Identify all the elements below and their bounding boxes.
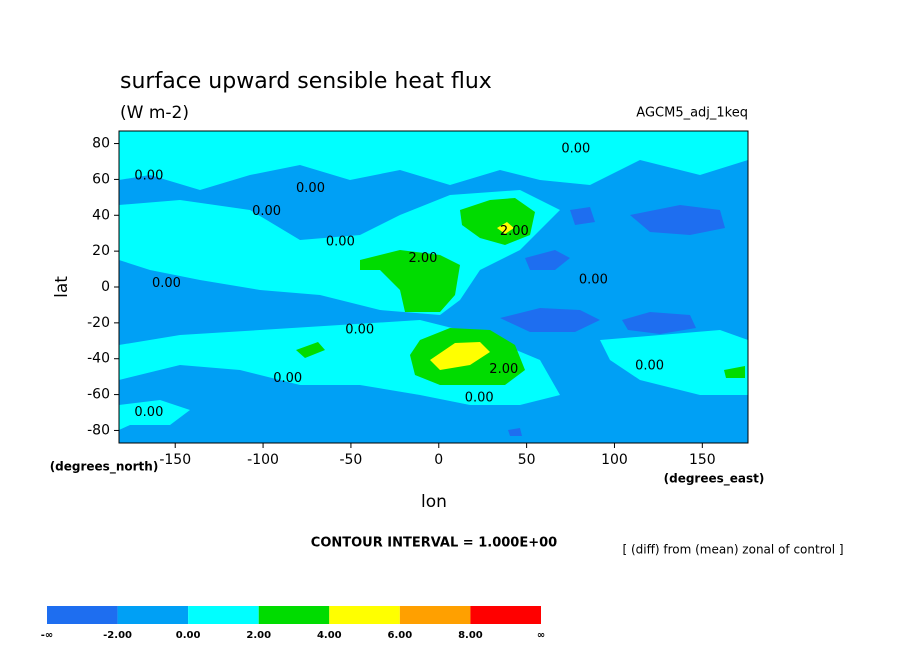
run-label: AGCM5_adj_1keq xyxy=(636,106,748,121)
contour-label: 0.00 xyxy=(273,371,302,386)
colorbar-box xyxy=(47,606,118,624)
contour-label: 0.00 xyxy=(152,276,181,291)
x-tick-label: -100 xyxy=(247,452,279,468)
contour-label: 0.00 xyxy=(134,168,163,183)
colorbar-label: 6.00 xyxy=(388,630,413,641)
y-tick-label: -60 xyxy=(87,387,110,403)
contour-label: 0.00 xyxy=(296,181,325,196)
note: [ (diff) from (mean) zonal of control ] xyxy=(622,543,843,557)
x-tick-label: 50 xyxy=(518,452,536,468)
contour-label: 2.00 xyxy=(408,251,437,266)
y-tick-label: -20 xyxy=(87,315,110,331)
y-axis-label: lat xyxy=(52,276,72,298)
contour-label: 0.00 xyxy=(465,391,494,406)
x-tick-label: 150 xyxy=(689,452,716,468)
contour-label: 0.00 xyxy=(635,358,664,373)
colorbar-label: -∞ xyxy=(41,630,53,641)
contour-interval: CONTOUR INTERVAL = 1.000E+00 xyxy=(311,536,557,551)
x-tick-label: 0 xyxy=(434,452,443,468)
chart-subtitle: (W m-2) xyxy=(120,103,189,123)
contour-field xyxy=(119,131,748,443)
contour-label: 2.00 xyxy=(500,224,529,239)
y-unit: (degrees_north) xyxy=(50,460,159,475)
y-tick-label: 20 xyxy=(92,243,110,259)
contour-label: 0.00 xyxy=(326,235,355,250)
x-axis-label: lon xyxy=(421,492,447,512)
colorbar-box xyxy=(258,606,330,624)
y-tick-label: 0 xyxy=(101,279,110,295)
x-unit: (degrees_east) xyxy=(664,472,765,487)
y-tick-label: 80 xyxy=(92,136,110,152)
colorbar-label: -2.00 xyxy=(103,630,132,641)
contour-label: 0.00 xyxy=(252,204,281,219)
colorbar-label: 0.00 xyxy=(176,630,201,641)
colorbar-box xyxy=(399,606,471,624)
contour-label: 2.00 xyxy=(489,362,518,377)
chart-title: surface upward sensible heat flux xyxy=(120,69,492,94)
colorbar-box xyxy=(117,606,189,624)
colorbar-label: 4.00 xyxy=(317,630,342,641)
colorbar-label: 2.00 xyxy=(246,630,271,641)
x-tick-label: -50 xyxy=(339,452,362,468)
contour-label: 0.00 xyxy=(134,405,163,420)
x-tick-label: 100 xyxy=(601,452,628,468)
y-tick-label: -80 xyxy=(87,422,110,438)
contour-label: 0.00 xyxy=(345,323,374,338)
colorbar-label: 8.00 xyxy=(458,630,483,641)
contour-label: 0.00 xyxy=(579,272,608,287)
y-tick-label: 60 xyxy=(92,171,110,187)
colorbar-label: ∞ xyxy=(537,630,545,641)
colorbar-box xyxy=(470,606,541,624)
y-tick-label: -40 xyxy=(87,351,110,367)
colorbar-box xyxy=(329,606,400,624)
colorbar-box xyxy=(188,606,259,624)
contour-label: 0.00 xyxy=(561,141,590,156)
x-tick-label: -150 xyxy=(159,452,191,468)
y-tick-label: 40 xyxy=(92,207,110,223)
